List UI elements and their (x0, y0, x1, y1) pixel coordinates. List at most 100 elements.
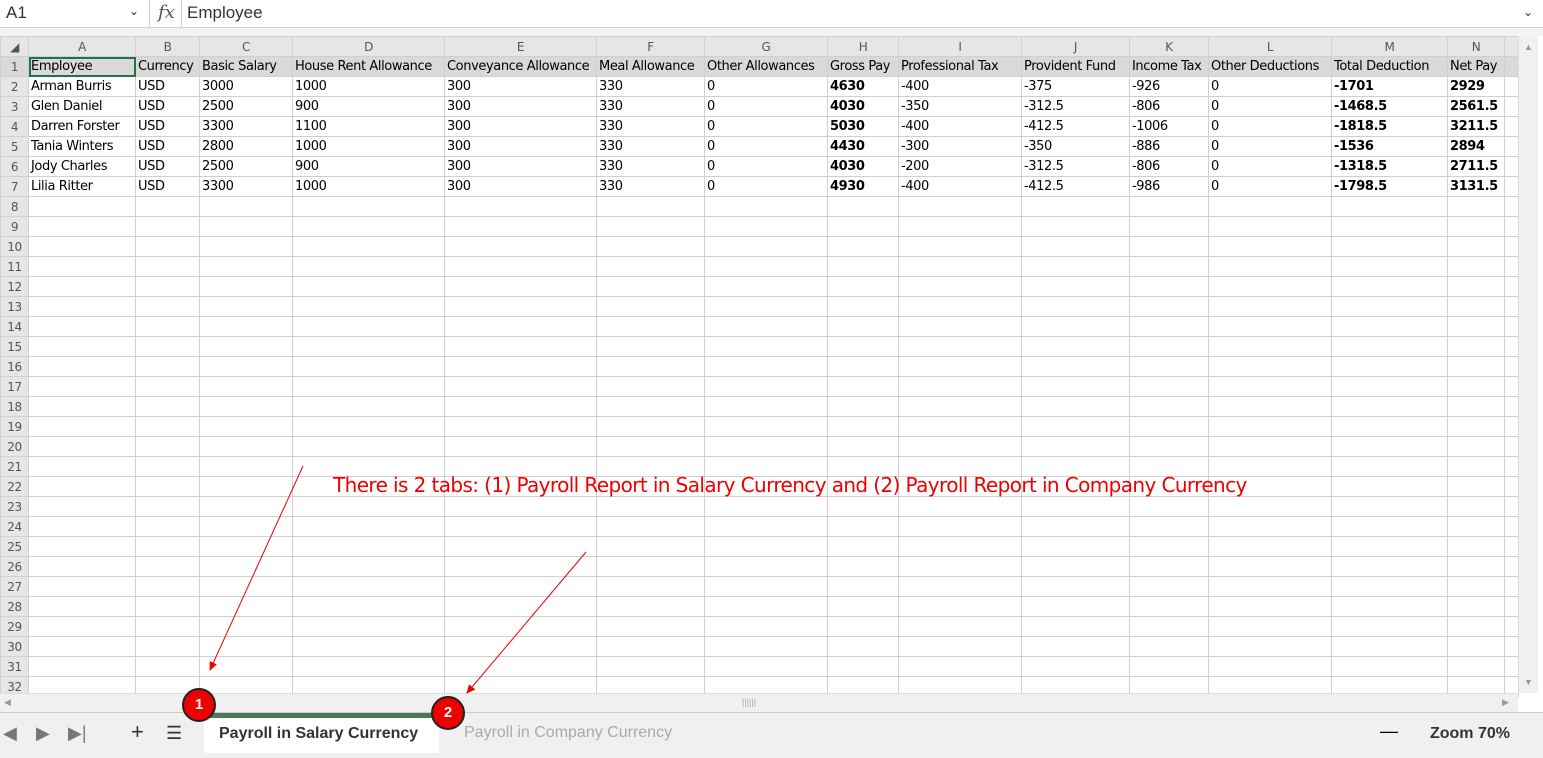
tab-payroll-company-currency[interactable]: Payroll in Company Currency (464, 724, 673, 741)
cell[interactable]: -312.5 (1021, 156, 1130, 177)
formula-input[interactable]: Employee (187, 3, 263, 22)
cell[interactable]: -1536 (1331, 136, 1448, 157)
chevron-down-icon[interactable]: ⌄ (128, 4, 139, 18)
table-row: 4 Darren Forster USD 3300 1100 300 330 0 5030 -40… (0, 116, 1519, 137)
row-header[interactable]: 26 (0, 556, 29, 577)
row-header[interactable]: 10 (0, 236, 29, 257)
scroll-thumb[interactable]: |||||| (742, 697, 757, 707)
prev-sheet-icon[interactable]: ◀ (3, 723, 17, 743)
cell[interactable]: -300 (898, 136, 1022, 157)
spreadsheet-grid[interactable]: ◢ A B C D E F G H I J K L M N 1 Employee Currency Basic Sa… (0, 36, 1519, 697)
row-header[interactable]: 8 (0, 196, 29, 217)
column-header[interactable]: B (135, 36, 200, 57)
row-header[interactable]: 17 (0, 376, 29, 397)
add-sheet-icon[interactable]: + (131, 719, 144, 744)
row-header[interactable]: 11 (0, 256, 29, 277)
cell[interactable]: Tania Winters (28, 136, 136, 157)
cell[interactable]: USD (135, 116, 200, 137)
cell[interactable]: 300 (444, 116, 597, 137)
cell[interactable]: -350 (898, 96, 1022, 117)
column-header[interactable]: E (444, 36, 597, 57)
table-row: 31 (0, 656, 1519, 677)
row-header[interactable]: 21 (0, 456, 29, 477)
cell[interactable]: Total Deduction (1331, 56, 1448, 77)
row-header[interactable]: 15 (0, 336, 29, 357)
scroll-right-icon[interactable]: ▶ (1502, 697, 1509, 707)
scroll-up-icon[interactable]: ▲ (1524, 42, 1533, 52)
cell[interactable]: 3300 (199, 116, 293, 137)
cell[interactable]: -400 (898, 116, 1022, 137)
next-sheet-icon[interactable]: ▶ (36, 723, 50, 743)
cell[interactable]: USD (135, 136, 200, 157)
cell[interactable]: Income Tax (1129, 56, 1209, 77)
column-header[interactable]: F (596, 36, 705, 57)
cell[interactable]: 2500 (199, 156, 293, 177)
cell[interactable]: Other Allowances (704, 56, 828, 77)
tab-payroll-salary-currency[interactable]: Payroll in Salary Currency (204, 713, 439, 753)
zoom-level[interactable]: Zoom 70% (1429, 725, 1510, 742)
annotation-text: There is 2 tabs: (1) Payroll Report in S… (333, 473, 1247, 497)
cell[interactable]: 1000 (292, 136, 445, 157)
cell[interactable]: -1818.5 (1331, 116, 1448, 137)
cell[interactable]: 900 (292, 156, 445, 177)
vertical-scrollbar[interactable]: ▲ ▼ (1518, 36, 1538, 693)
cell[interactable]: 2894 (1447, 136, 1505, 157)
cell[interactable]: Other Deductions (1208, 56, 1332, 77)
row-header[interactable]: 9 (0, 216, 29, 237)
horizontal-scrollbar[interactable]: ◀ |||||| ▶ (0, 693, 1518, 712)
cell[interactable]: Provident Fund (1021, 56, 1130, 77)
expand-formula-icon[interactable]: ⌄ (1522, 5, 1533, 19)
row-header[interactable]: 16 (0, 356, 29, 377)
row-header[interactable]: 6 (0, 156, 29, 177)
cell[interactable]: -1006 (1129, 116, 1209, 137)
formula-bar: A1 ⌄ fx Employee ⌄ (0, 0, 1543, 28)
cell[interactable]: Basic Salary (199, 56, 293, 77)
column-header[interactable]: C (199, 36, 293, 57)
cell[interactable]: Meal Allowance (596, 56, 705, 77)
cell[interactable]: 2711.5 (1447, 156, 1505, 177)
cell[interactable]: 3000 (199, 76, 293, 97)
last-sheet-icon[interactable]: ▶| (68, 723, 87, 743)
cell-reference: A1 (6, 3, 27, 22)
zoom-out-icon[interactable]: — (1380, 721, 1398, 741)
cell[interactable]: Arman Burris (28, 76, 136, 97)
table-row: 1 Employee Currency Basic Salary House Rent … (0, 56, 1519, 77)
cell[interactable]: 300 (444, 76, 597, 97)
row-header[interactable]: 28 (0, 596, 29, 617)
row-header[interactable]: 24 (0, 516, 29, 537)
column-header[interactable]: M (1331, 36, 1448, 57)
function-icon[interactable]: fx (158, 2, 175, 23)
badge-2: 2 (431, 696, 465, 730)
scroll-left-icon[interactable]: ◀ (4, 697, 11, 707)
row-header[interactable]: 20 (0, 436, 29, 457)
cell[interactable]: USD (135, 156, 200, 177)
cell[interactable]: Employee (28, 56, 136, 77)
row-header[interactable]: 23 (0, 496, 29, 517)
row-header[interactable]: 5 (0, 136, 29, 157)
cell[interactable]: House Rent Allowance (292, 56, 445, 77)
row-header[interactable]: 31 (0, 656, 29, 677)
column-header[interactable]: K (1129, 36, 1209, 57)
column-header[interactable]: N (1447, 36, 1505, 57)
cell[interactable]: 2929 (1447, 76, 1505, 97)
cell[interactable]: -806 (1129, 96, 1209, 117)
cell[interactable]: Net Pay (1447, 56, 1505, 77)
scroll-down-icon[interactable]: ▼ (1524, 677, 1533, 687)
column-header[interactable]: H (827, 36, 899, 57)
row-header[interactable]: 22 (0, 476, 29, 497)
row-header[interactable]: 27 (0, 576, 29, 597)
row-header[interactable]: 29 (0, 616, 29, 637)
sheet-list-icon[interactable]: ☰ (166, 723, 183, 743)
column-header[interactable]: J (1021, 36, 1130, 57)
row-header[interactable]: 30 (0, 636, 29, 657)
cell[interactable]: 5030 (827, 116, 899, 137)
cell[interactable]: -400 (898, 176, 1022, 197)
cell[interactable]: -886 (1129, 136, 1209, 157)
row-header[interactable]: 25 (0, 536, 29, 557)
row-header[interactable]: 7 (0, 176, 29, 197)
name-box[interactable]: A1 ⌄ (0, 0, 150, 27)
row-header[interactable]: 12 (0, 276, 29, 297)
divider (181, 0, 182, 27)
cell[interactable]: Gross Pay (827, 56, 899, 77)
cell[interactable]: 4630 (827, 76, 899, 97)
